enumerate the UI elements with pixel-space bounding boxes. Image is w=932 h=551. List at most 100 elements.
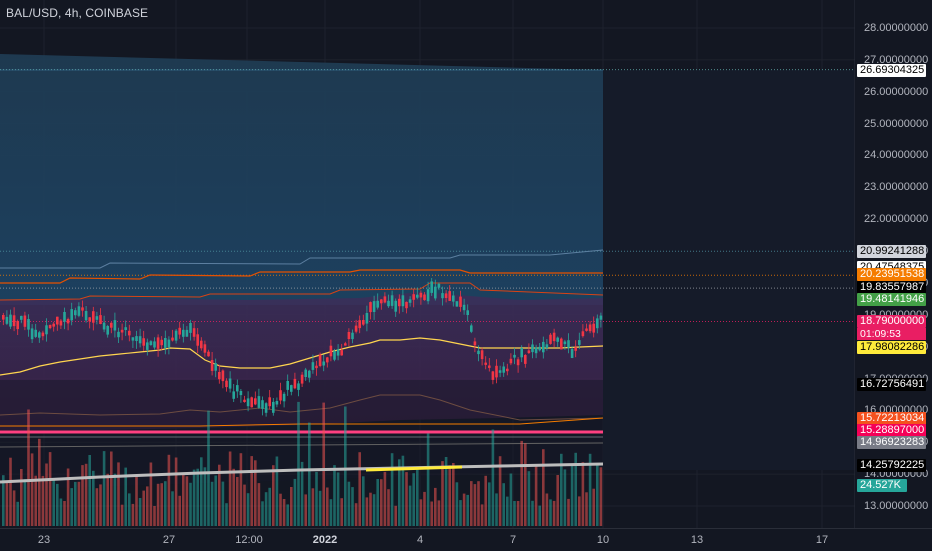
candle-body <box>534 347 538 354</box>
candle-body <box>88 317 91 322</box>
volume-bar <box>264 492 268 526</box>
volume-bar <box>387 489 390 526</box>
candle-body <box>599 315 603 320</box>
candle-body <box>300 374 304 384</box>
volume-bar <box>502 483 505 526</box>
volume-bar <box>567 498 570 526</box>
candle-body <box>351 332 354 340</box>
volume-bar <box>318 490 322 526</box>
candle-body <box>178 327 181 335</box>
candle-body <box>210 360 214 371</box>
price-label-19-48: 19.48141946 <box>857 293 926 306</box>
volume-bar <box>599 467 603 526</box>
candle-body <box>347 332 351 339</box>
volume-bar <box>585 492 588 526</box>
volume-bar <box>56 483 59 526</box>
candle-body <box>185 329 189 337</box>
volume-bar <box>153 506 156 526</box>
time-tick-label: 27 <box>162 534 176 546</box>
candle-body <box>588 324 592 332</box>
candle-body <box>228 378 232 389</box>
symbol-title[interactable]: BAL/USD, 4h, COINBASE <box>6 6 149 20</box>
candle-body <box>174 330 178 341</box>
volume-bar <box>581 462 585 526</box>
candle-body <box>2 315 5 320</box>
volume-bar <box>74 481 77 526</box>
candle-body <box>74 310 77 316</box>
support-step-line <box>0 394 604 421</box>
candle-body <box>430 281 433 293</box>
envelope-top-steel <box>0 249 604 269</box>
volume-bar <box>272 465 275 526</box>
candle-body <box>358 320 361 329</box>
candle-body <box>102 322 106 330</box>
candle-body <box>502 366 505 373</box>
candle-body <box>441 293 444 299</box>
volume-bar <box>156 483 160 526</box>
volume-bar <box>488 482 491 526</box>
candle-body <box>354 325 358 332</box>
future-region <box>603 70 855 470</box>
candle-body <box>520 348 523 358</box>
volume-bar <box>174 457 178 526</box>
candle-body <box>484 362 487 365</box>
volume-bar <box>351 487 354 526</box>
volume-bar <box>372 494 376 526</box>
volume-bar <box>552 500 556 526</box>
price-tick-label: 22.00000000 <box>864 213 929 226</box>
volume-bar <box>84 463 88 526</box>
candle-body <box>401 295 405 307</box>
volume-bar <box>383 471 387 526</box>
candle-body <box>470 325 473 332</box>
candle-body <box>45 325 48 335</box>
candle-body <box>405 301 408 309</box>
price-tick-label: 25.00000000 <box>864 117 929 130</box>
candle-body <box>567 340 570 348</box>
candle-body <box>394 300 397 312</box>
candle-body <box>462 304 466 311</box>
volume-bar <box>340 498 343 526</box>
volume-bar <box>41 475 45 526</box>
candle-body <box>257 396 261 408</box>
volume-bar <box>336 472 340 526</box>
volume-bar <box>110 451 113 526</box>
candle-body <box>261 400 264 409</box>
candle-body <box>344 343 347 346</box>
time-tick-label: 4 <box>416 534 424 546</box>
volume-bar <box>322 402 325 526</box>
trailing-stop-line <box>0 337 604 376</box>
volume-bar <box>495 493 498 526</box>
candle-body <box>596 318 599 329</box>
volume-bar <box>88 455 91 526</box>
candle-body <box>59 320 63 326</box>
volume-bar <box>470 481 473 526</box>
candle-body <box>362 320 365 325</box>
candle-body <box>527 350 531 353</box>
volume-bar <box>16 501 19 526</box>
price-label-16-73: 16.72756491 <box>857 378 926 391</box>
candle-body <box>106 326 109 335</box>
candle-body <box>203 344 207 353</box>
volume-bar <box>326 487 329 526</box>
candle-body <box>142 338 145 346</box>
candle-body <box>290 385 293 392</box>
candle-body <box>506 368 509 372</box>
bar-countdown-label: 01:09:53 <box>857 328 926 340</box>
volume-bar <box>236 477 239 526</box>
candle-body <box>246 398 250 407</box>
volume-bar <box>38 438 41 526</box>
volume-bar <box>81 465 84 526</box>
candle-body <box>70 309 73 321</box>
candle-body <box>138 336 142 344</box>
candle-body <box>336 349 340 356</box>
time-axis[interactable] <box>0 528 932 551</box>
candle-body <box>225 380 228 388</box>
volume-bar <box>207 410 210 526</box>
candle-body <box>369 302 372 313</box>
time-tick-label: 10 <box>596 534 610 546</box>
volume-bar <box>506 496 509 526</box>
support-dark-line <box>0 442 604 448</box>
volume-bar <box>358 452 361 526</box>
